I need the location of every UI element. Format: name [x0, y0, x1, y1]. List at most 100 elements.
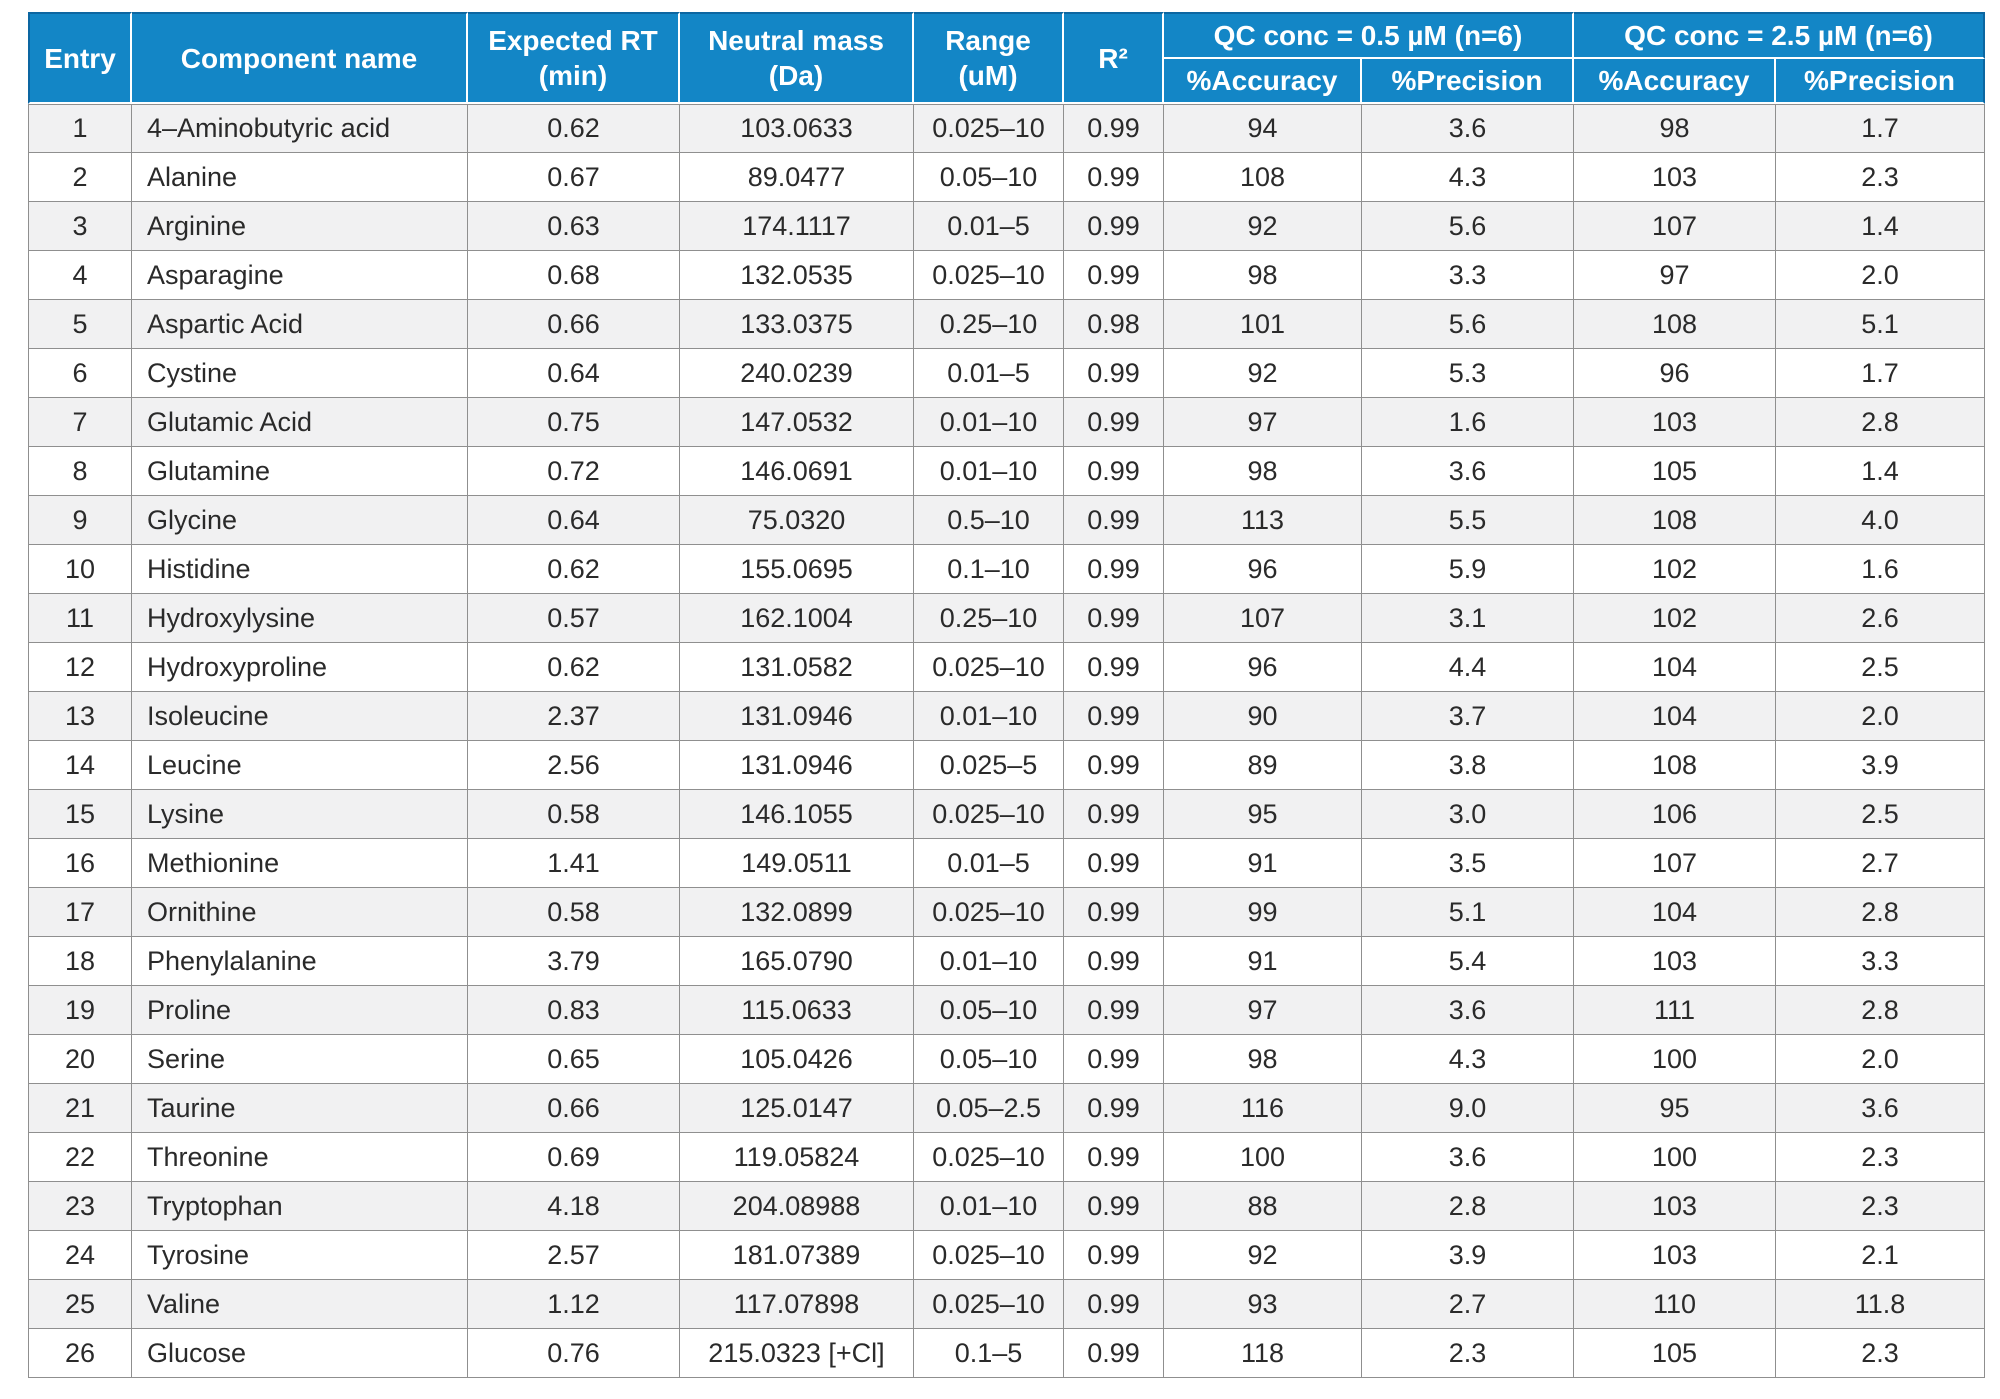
qc05-accuracy-cell: 116 — [1164, 1084, 1362, 1133]
component-name-cell: Glycine — [132, 496, 468, 545]
entry-cell: 14 — [28, 741, 132, 790]
r2-cell: 0.99 — [1064, 594, 1164, 643]
qc05-precision-cell: 3.6 — [1362, 447, 1574, 496]
qc05-accuracy-cell: 118 — [1164, 1329, 1362, 1378]
component-name-cell: Alanine — [132, 153, 468, 202]
qc25-precision-cell: 3.3 — [1776, 937, 1985, 986]
qc05-precision-cell: 5.6 — [1362, 300, 1574, 349]
component-name-cell: Hydroxylysine — [132, 594, 468, 643]
qc05-accuracy-cell: 96 — [1164, 643, 1362, 692]
table-row: 23 Tryptophan 4.18 204.08988 0.01–10 0.99 88 2.… — [28, 1182, 1985, 1231]
expected-rt-cell: 1.41 — [468, 839, 680, 888]
component-name-cell: Proline — [132, 986, 468, 1035]
range-cell: 0.25–10 — [914, 594, 1064, 643]
component-name-cell: Glutamic Acid — [132, 398, 468, 447]
col-header-expected-rt: Expected RT (min) — [468, 12, 680, 104]
qc25-accuracy-cell: 106 — [1574, 790, 1776, 839]
qc05-precision-cell: 3.6 — [1362, 1133, 1574, 1182]
col-header-range-line1: Range — [945, 25, 1031, 56]
r2-cell: 0.99 — [1064, 1231, 1164, 1280]
entry-cell: 5 — [28, 300, 132, 349]
entry-cell: 25 — [28, 1280, 132, 1329]
qc25-accuracy-cell: 103 — [1574, 398, 1776, 447]
table-row: 15 Lysine 0.58 146.1055 0.025–10 0.99 95 3.0 106… — [28, 790, 1985, 839]
range-cell: 0.01–5 — [914, 839, 1064, 888]
qc05-accuracy-cell: 91 — [1164, 937, 1362, 986]
qc25-accuracy-cell: 97 — [1574, 251, 1776, 300]
neutral-mass-cell: 181.07389 — [680, 1231, 914, 1280]
component-name-cell: Glutamine — [132, 447, 468, 496]
col-header-range-line2: (uM) — [958, 60, 1018, 91]
qc05-accuracy-cell: 97 — [1164, 398, 1362, 447]
r2-cell: 0.99 — [1064, 741, 1164, 790]
qc25-accuracy-cell: 108 — [1574, 741, 1776, 790]
qc05-accuracy-cell: 96 — [1164, 545, 1362, 594]
entry-cell: 9 — [28, 496, 132, 545]
qc25-accuracy-cell: 107 — [1574, 839, 1776, 888]
qc05-accuracy-cell: 91 — [1164, 839, 1362, 888]
component-name-cell: Serine — [132, 1035, 468, 1084]
qc25-accuracy-cell: 104 — [1574, 692, 1776, 741]
qc05-accuracy-cell: 95 — [1164, 790, 1362, 839]
entry-cell: 12 — [28, 643, 132, 692]
range-cell: 0.1–10 — [914, 545, 1064, 594]
table-row: 1 4–Aminobutyric acid 0.62 103.0633 0.025–10… — [28, 104, 1985, 153]
r2-cell: 0.99 — [1064, 202, 1164, 251]
entry-cell: 4 — [28, 251, 132, 300]
entry-cell: 17 — [28, 888, 132, 937]
qc05-precision-cell: 9.0 — [1362, 1084, 1574, 1133]
col-header-r2: R² — [1064, 12, 1164, 104]
neutral-mass-cell: 115.0633 — [680, 986, 914, 1035]
r2-cell: 0.99 — [1064, 643, 1164, 692]
qc05-precision-cell: 5.3 — [1362, 349, 1574, 398]
qc25-precision-cell: 1.7 — [1776, 349, 1985, 398]
qc05-precision-cell: 1.6 — [1362, 398, 1574, 447]
expected-rt-cell: 0.58 — [468, 790, 680, 839]
qc25-accuracy-cell: 103 — [1574, 937, 1776, 986]
qc25-precision-cell: 2.3 — [1776, 153, 1985, 202]
entry-cell: 16 — [28, 839, 132, 888]
table-row: 18 Phenylalanine 3.79 165.0790 0.01–10 0.99 91… — [28, 937, 1985, 986]
expected-rt-cell: 0.64 — [468, 496, 680, 545]
qc25-accuracy-cell: 107 — [1574, 202, 1776, 251]
col-header-accuracy-qc05: %Accuracy — [1164, 59, 1362, 104]
qc25-precision-cell: 2.7 — [1776, 839, 1985, 888]
expected-rt-cell: 0.65 — [468, 1035, 680, 1084]
qc05-precision-cell: 2.8 — [1362, 1182, 1574, 1231]
component-name-cell: Cystine — [132, 349, 468, 398]
table-row: 19 Proline 0.83 115.0633 0.05–10 0.99 97 3.6 111… — [28, 986, 1985, 1035]
entry-cell: 11 — [28, 594, 132, 643]
entry-cell: 20 — [28, 1035, 132, 1084]
neutral-mass-cell: 117.07898 — [680, 1280, 914, 1329]
expected-rt-cell: 0.83 — [468, 986, 680, 1035]
table-row: 25 Valine 1.12 117.07898 0.025–10 0.99 93 2.7 11… — [28, 1280, 1985, 1329]
table-row: 20 Serine 0.65 105.0426 0.05–10 0.99 98 4.3 100 2… — [28, 1035, 1985, 1084]
qc25-precision-cell: 2.6 — [1776, 594, 1985, 643]
entry-cell: 3 — [28, 202, 132, 251]
r2-cell: 0.99 — [1064, 349, 1164, 398]
component-name-cell: Aspartic Acid — [132, 300, 468, 349]
qc05-precision-cell: 4.3 — [1362, 1035, 1574, 1084]
qc25-precision-cell: 2.3 — [1776, 1182, 1985, 1231]
entry-cell: 7 — [28, 398, 132, 447]
table-row: 8 Glutamine 0.72 146.0691 0.01–10 0.99 98 3.6 10… — [28, 447, 1985, 496]
table-row: 26 Glucose 0.76 215.0323 [+Cl] 0.1–5 0.99 118 2… — [28, 1329, 1985, 1378]
qc25-accuracy-cell: 102 — [1574, 545, 1776, 594]
component-name-cell: Arginine — [132, 202, 468, 251]
qc25-accuracy-cell: 103 — [1574, 1231, 1776, 1280]
r2-cell: 0.98 — [1064, 300, 1164, 349]
range-cell: 0.5–10 — [914, 496, 1064, 545]
qc05-precision-cell: 3.3 — [1362, 251, 1574, 300]
component-name-cell: Isoleucine — [132, 692, 468, 741]
qc05-precision-cell: 3.1 — [1362, 594, 1574, 643]
expected-rt-cell: 0.62 — [468, 545, 680, 594]
qc05-precision-cell: 3.8 — [1362, 741, 1574, 790]
r2-cell: 0.99 — [1064, 1084, 1164, 1133]
r2-cell: 0.99 — [1064, 1182, 1164, 1231]
qc05-precision-cell: 5.9 — [1362, 545, 1574, 594]
qc05-precision-cell: 3.5 — [1362, 839, 1574, 888]
qc25-precision-cell: 2.5 — [1776, 790, 1985, 839]
col-header-neutral-mass: Neutral mass (Da) — [680, 12, 914, 104]
entry-cell: 18 — [28, 937, 132, 986]
range-cell: 0.025–10 — [914, 790, 1064, 839]
